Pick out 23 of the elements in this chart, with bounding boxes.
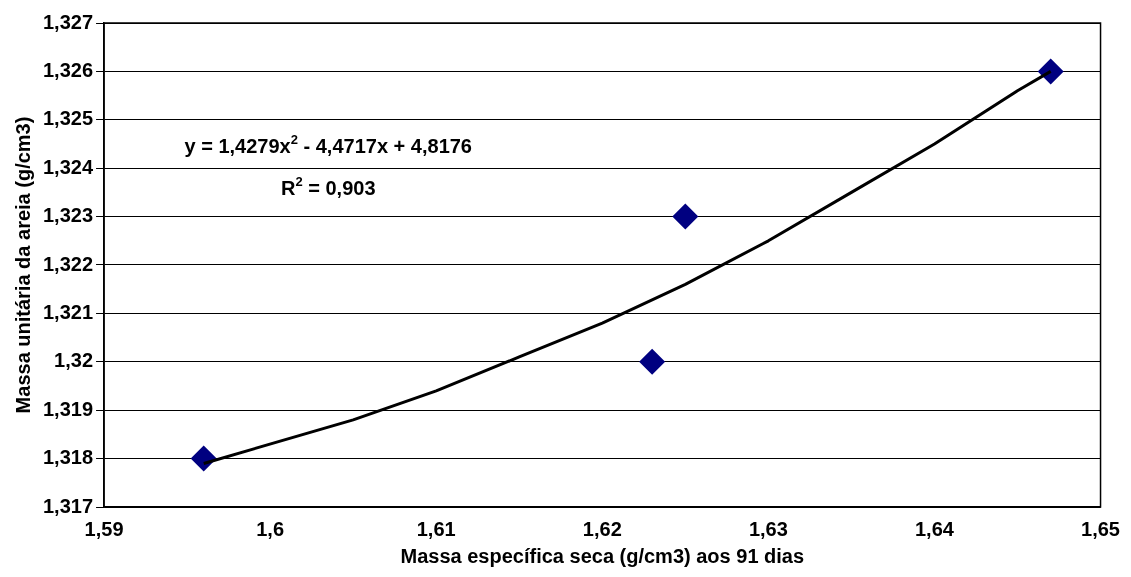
- y-axis-title: Massa unitária da areia (g/cm3): [11, 116, 34, 414]
- y-tick-label: 1,322: [42, 252, 94, 275]
- y-tick-label: 1,327: [42, 10, 94, 33]
- point: [672, 203, 699, 230]
- y-tick-label: 1,323: [42, 204, 94, 227]
- y-tick-label: 1,32: [54, 349, 94, 372]
- y-tick-label: 1,324: [42, 155, 94, 178]
- y-tick-label: 1,326: [42, 58, 94, 81]
- x-tick-label: 1,64: [914, 517, 955, 540]
- point: [1037, 58, 1064, 85]
- y-tick-label: 1,321: [42, 300, 94, 323]
- y-tick-label: 1,318: [42, 446, 94, 469]
- point: [639, 348, 666, 375]
- x-tick-label: 1,61: [416, 517, 456, 540]
- x-tick-label: 1,63: [748, 517, 788, 540]
- x-axis-title: Massa específica seca (g/cm3) aos 91 dias: [400, 544, 805, 567]
- x-tick-label: 1,65: [1081, 517, 1121, 540]
- y-tick-label: 1,319: [42, 397, 94, 420]
- x-tick-label: 1,62: [582, 517, 622, 540]
- y-tick-label: 1,325: [42, 107, 94, 130]
- x-tick-label: 1,6: [256, 517, 285, 540]
- y-tick-label: 1,317: [42, 494, 94, 517]
- x-tick-label: 1,59: [84, 517, 124, 540]
